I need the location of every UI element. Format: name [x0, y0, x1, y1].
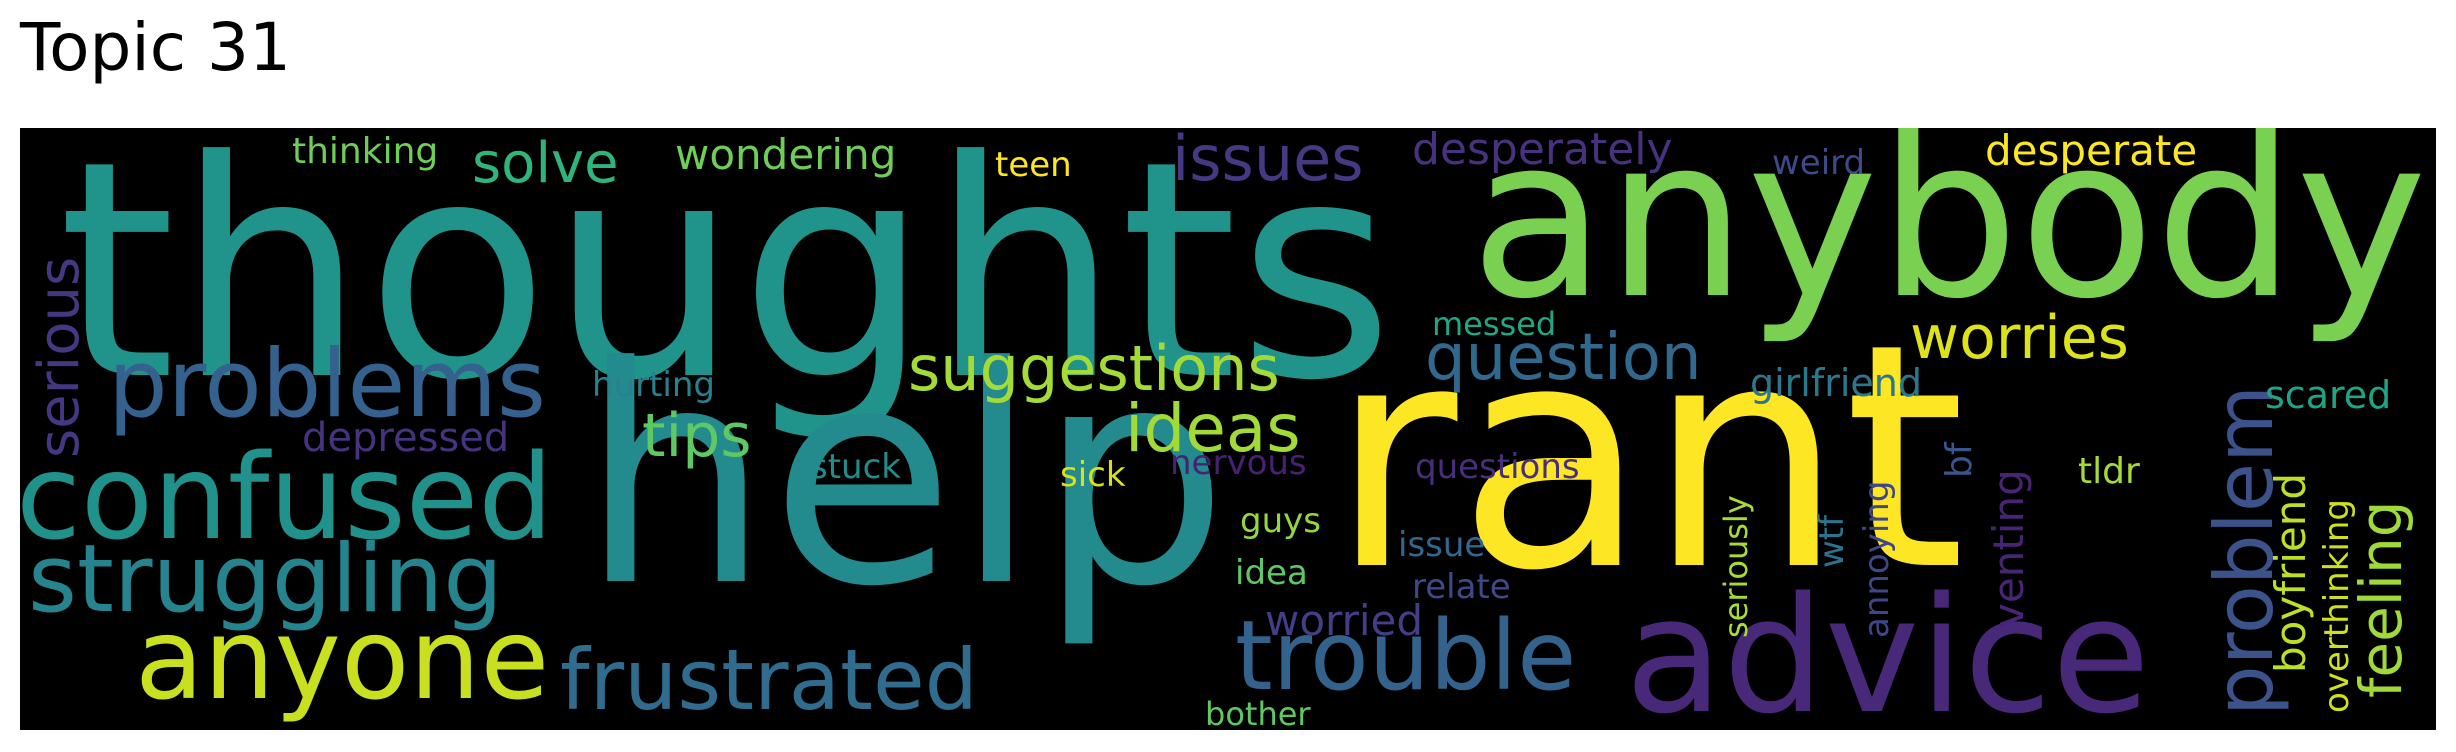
page-title: Topic 31	[20, 9, 291, 86]
word-anybody: anybody	[1470, 128, 2428, 348]
word-desperately: desperately	[1412, 128, 1673, 175]
word-sick: sick	[1060, 455, 1126, 495]
word-desperate: desperate	[1985, 128, 2198, 175]
word-idea: idea	[1235, 553, 1308, 593]
word-hurting: hurting	[592, 365, 715, 405]
word-advice: advice	[1625, 562, 2151, 731]
word-wondering: wondering	[675, 130, 897, 179]
word-thoughts: thoughts	[58, 128, 1394, 446]
word-overthinking: overthinking	[2317, 499, 2357, 713]
word-worries: worries	[1910, 303, 2129, 373]
word-boyfriend: boyfriend	[2266, 472, 2315, 673]
word-scared: scared	[2265, 373, 2392, 417]
word-messed: messed	[1432, 305, 1557, 343]
word-issue: issue	[1398, 525, 1486, 565]
word-weird: weird	[1772, 143, 1866, 183]
word-confused: confused	[20, 428, 554, 566]
word-tips: tips	[642, 401, 752, 471]
word-tldr: tldr	[2078, 451, 2140, 492]
word-rant: rant	[1330, 278, 1966, 639]
word-thinking: thinking	[292, 131, 439, 172]
word-frustrated: frustrated	[560, 631, 978, 729]
word-venting: venting	[1984, 469, 2033, 628]
word-struggling: struggling	[28, 525, 503, 634]
word-nervous: nervous	[1170, 443, 1307, 483]
word-suggestions: suggestions	[908, 332, 1280, 405]
word-worried: worried	[1265, 596, 1424, 645]
word-relate: relate	[1412, 567, 1511, 607]
word-ideas: ideas	[1125, 390, 1301, 467]
word-wtf: wtf	[1812, 514, 1852, 568]
word-seriously: seriously	[1717, 495, 1755, 638]
word-cloud: thoughts help rant anybody advice confus…	[20, 128, 2436, 730]
word-stuck: stuck	[810, 447, 901, 487]
word-trouble: trouble	[1235, 600, 1577, 712]
word-teen: teen	[995, 145, 1072, 185]
word-guys: guys	[1240, 501, 1321, 541]
word-depressed: depressed	[302, 415, 510, 461]
word-issues: issues	[1172, 128, 1364, 195]
word-solve: solve	[472, 131, 619, 196]
word-feeling: feeling	[2347, 500, 2415, 698]
word-bother: bother	[1205, 695, 1311, 730]
word-questions: questions	[1415, 447, 1580, 487]
word-girlfriend: girlfriend	[1750, 361, 1923, 405]
word-serious: serious	[27, 256, 92, 458]
word-help: help	[580, 303, 1229, 652]
word-problems: problems	[108, 330, 546, 439]
word-anyone: anyone	[135, 595, 550, 725]
word-annoying: annoying	[1857, 480, 1897, 638]
word-bf: bf	[1939, 442, 1980, 478]
word-question: question	[1425, 321, 1702, 395]
